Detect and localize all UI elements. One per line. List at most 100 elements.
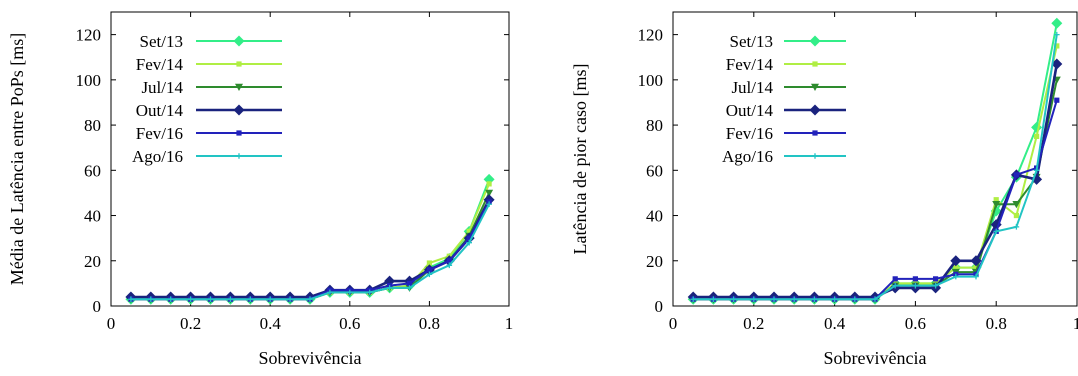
y-tick-label: 40 <box>84 207 101 226</box>
series-fev-14 <box>128 181 492 302</box>
data-point <box>1034 133 1040 139</box>
data-point <box>1012 201 1021 209</box>
data-point <box>1013 212 1019 219</box>
series-jul-14 <box>126 189 494 304</box>
data-point <box>872 296 878 303</box>
data-point <box>227 296 234 303</box>
x-axis-label: Sobrevivência <box>824 348 927 368</box>
data-point <box>710 296 717 303</box>
legend-marker <box>809 104 821 116</box>
legend-marker <box>233 35 245 47</box>
y-tick-label: 100 <box>76 71 102 90</box>
legend-label: Out/14 <box>136 101 184 120</box>
x-axis-label: Sobrevivência <box>259 348 362 368</box>
data-point <box>327 289 333 296</box>
data-point <box>426 271 433 278</box>
x-tick-label: 0.6 <box>905 314 926 333</box>
data-point <box>128 296 134 303</box>
legend-label: Jul/14 <box>141 78 183 97</box>
latency-worst-case-chart: 0 0.2 0.4 0.6 0.8 1 0 20 40 60 80 100 120 Sobrevivênc… <box>570 11 1078 368</box>
y-tick-label: 20 <box>84 252 101 271</box>
legend-marker <box>236 130 242 136</box>
data-point <box>486 181 492 187</box>
data-point <box>852 296 858 303</box>
data-point <box>993 228 999 235</box>
data-point <box>486 201 492 208</box>
data-point <box>406 280 413 286</box>
legend-label: Set/13 <box>730 32 773 51</box>
plot-frame <box>672 11 1078 307</box>
data-point <box>771 296 777 303</box>
x-tick-label: 0.2 <box>180 314 201 333</box>
x-tick-label: 0 <box>107 314 116 333</box>
data-point <box>690 296 696 303</box>
latency-average-chart: 0 0.2 0.4 0.6 0.8 1 0 20 40 60 80 100 120 Sobrevivênc… <box>7 11 514 368</box>
legend: Set/13 Fev/14 Jul/14 Out/14 Fev/16 Ago/16 <box>132 32 282 166</box>
data-point <box>831 296 838 303</box>
data-point <box>483 173 495 185</box>
x-tick-label: 1 <box>1073 314 1078 333</box>
y-tick-label: 80 <box>646 116 663 135</box>
series-line <box>130 192 491 301</box>
y-tick-label: 20 <box>646 252 663 271</box>
data-point <box>207 296 214 303</box>
data-point <box>1054 97 1060 103</box>
y-axis-label: Latência de pior caso [ms] <box>570 64 590 255</box>
series-line <box>693 34 1058 301</box>
legend-label: Ago/16 <box>132 147 183 166</box>
data-point <box>187 296 194 303</box>
data-point <box>730 296 737 303</box>
series-ago-16 <box>128 201 492 303</box>
x-tick-label: 0.2 <box>743 314 764 333</box>
legend-marker <box>811 83 819 91</box>
series-line <box>693 63 1059 299</box>
data-point <box>970 255 982 267</box>
legend-marker <box>809 35 821 47</box>
data-point <box>1054 31 1060 38</box>
series-line <box>130 183 491 301</box>
data-point <box>446 258 452 264</box>
y-tick-label: 60 <box>646 161 663 180</box>
data-point <box>366 289 373 296</box>
data-point <box>973 273 979 280</box>
legend-label: Fev/14 <box>726 55 774 74</box>
data-point <box>446 262 453 269</box>
x-tick-label: 1 <box>505 314 514 333</box>
x-tick-label: 0.4 <box>260 314 282 333</box>
data-point <box>1013 224 1020 230</box>
data-point <box>167 296 174 303</box>
data-point <box>751 296 757 303</box>
data-point <box>933 276 939 282</box>
data-point <box>1033 167 1040 174</box>
data-point <box>892 276 898 282</box>
data-point <box>1051 58 1063 70</box>
data-point <box>485 189 494 197</box>
data-point <box>307 296 313 303</box>
legend-marker <box>812 61 818 67</box>
data-point <box>1051 17 1063 29</box>
plot-frame <box>110 11 510 307</box>
data-point <box>932 282 939 289</box>
data-point <box>426 267 432 273</box>
legend: Set/13 Fev/14 Jul/14 Out/14 Fev/16 Ago/16 <box>722 32 846 166</box>
data-point <box>912 276 918 282</box>
legend-marker <box>235 83 243 91</box>
data-point <box>1013 172 1019 178</box>
data-point <box>1054 43 1060 49</box>
data-point <box>791 296 797 303</box>
series-line <box>130 199 491 299</box>
x-tick-label: 0 <box>669 314 678 333</box>
data-point <box>953 273 959 280</box>
data-point <box>287 296 293 303</box>
series-out-14 <box>125 194 495 303</box>
y-tick-label: 120 <box>76 26 102 45</box>
legend-label: Jul/14 <box>731 78 773 97</box>
x-tick-label: 0.8 <box>986 314 1007 333</box>
legend-label: Fev/14 <box>136 55 184 74</box>
data-point <box>811 296 818 303</box>
series-line <box>130 203 490 301</box>
data-point <box>1031 173 1043 185</box>
legend-label: Out/14 <box>726 101 774 120</box>
x-tick-label: 0.8 <box>419 314 440 333</box>
